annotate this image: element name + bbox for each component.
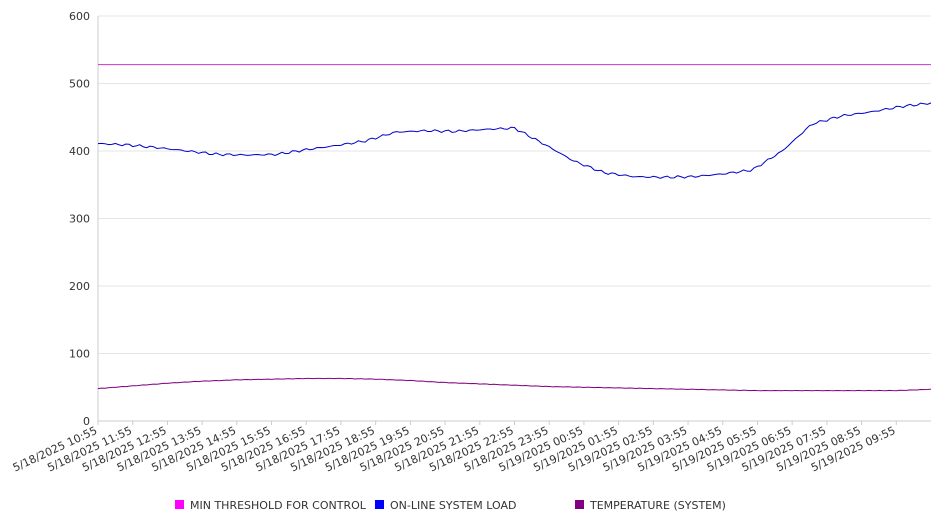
x-axis-ticks: 5/18/2025 10:555/18/2025 11:555/18/2025 … (11, 421, 898, 474)
series-line-1 (97, 102, 932, 179)
legend-label: ON-LINE SYSTEM LOAD (390, 499, 516, 512)
legend: MIN THRESHOLD FOR CONTROL ON-LINE SYSTEM … (175, 499, 726, 512)
y-tick-label: 100 (69, 348, 90, 361)
legend-swatch (175, 500, 184, 509)
legend-label: MIN THRESHOLD FOR CONTROL (190, 499, 367, 512)
y-tick-label: 400 (69, 145, 90, 158)
y-tick-label: 200 (69, 280, 90, 293)
legend-label: TEMPERATURE (SYSTEM) (589, 499, 726, 512)
series-line-2 (97, 377, 932, 392)
y-tick-label: 0 (83, 415, 90, 428)
legend-swatch (575, 500, 584, 509)
gridlines (98, 15, 931, 354)
y-tick-label: 600 (69, 10, 90, 23)
y-tick-label: 500 (69, 78, 90, 91)
y-axis-ticks: 0 100 200 300 400 500 600 (69, 10, 90, 428)
legend-swatch (375, 500, 384, 509)
y-tick-label: 300 (69, 213, 90, 226)
series-lines (97, 64, 932, 392)
